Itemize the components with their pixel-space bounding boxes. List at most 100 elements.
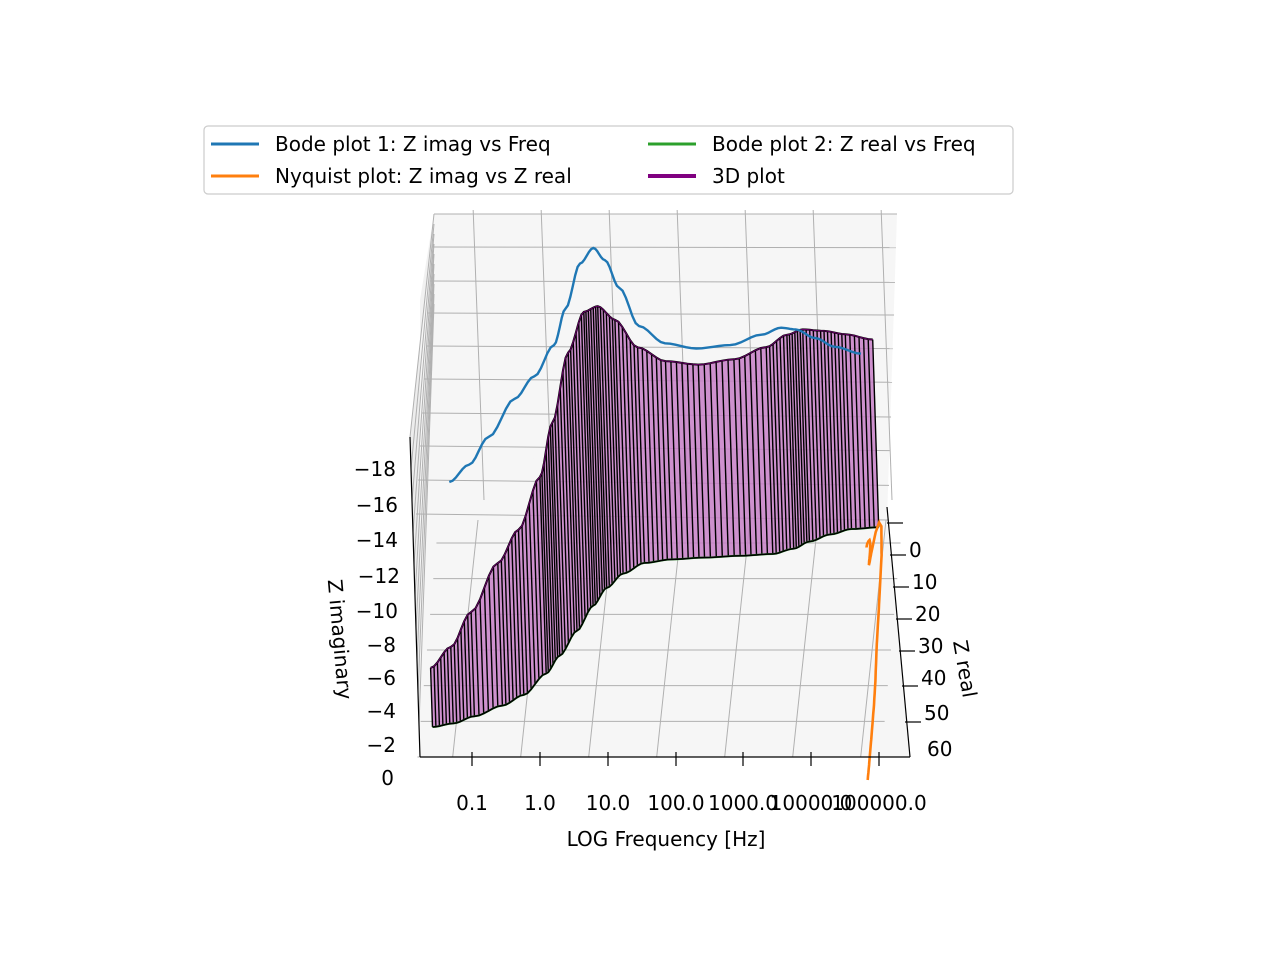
surface-hatch [641,348,650,563]
y-tick-label: 40 [921,666,946,690]
y-tick-label: 50 [924,701,949,725]
surface-hatch [433,666,437,727]
surface-hatch [514,532,521,696]
x-tick-label: 10000.0 [770,791,853,815]
surface-hatch [837,333,846,531]
y-tick-label: 20 [915,602,940,626]
surface-hatch [646,350,655,563]
surface-hatch [580,314,592,608]
surface-hatch [611,318,622,575]
surface-hatch [585,311,596,605]
surface-hatch [532,490,540,680]
surface-hatch [636,347,646,563]
z-axis-title: Z imaginary [323,578,357,700]
surface-hatch [590,308,601,597]
grid-floor-v [792,519,819,758]
surface-hatch [569,349,581,629]
surface-hatch [446,648,451,724]
grid-side [417,293,435,694]
z-tick-label: −4 [367,699,396,723]
grid-side [409,213,435,438]
surface-hatch [749,353,758,555]
surface-hatch [559,387,570,644]
surface-hatch [727,359,735,556]
surface-hatch [543,462,552,669]
surface-hatch [488,575,494,709]
surface-hatch [715,361,723,557]
surface-hatch [614,319,624,574]
surface-hatch [858,336,866,529]
y-tick-label: 60 [927,737,952,761]
surface-hatch [556,404,566,650]
surface-hatch [754,350,763,555]
surface-hatch [772,343,781,553]
grid-back-h [429,280,895,283]
z-tick-label: −12 [358,564,400,588]
grid-floor-v [724,519,751,758]
surface-hatch [823,330,832,535]
surface-hatch [744,356,752,556]
z-tick-label: −14 [356,528,398,552]
grid-back-h [428,312,895,316]
surface-hatch [844,334,853,530]
legend: Bode plot 1: Z imag vs Freq Nyquist plot… [203,125,1014,195]
surface-hatch [779,337,788,551]
surface-3d [429,306,880,728]
surface-hatch [602,309,613,585]
surface-hatch [819,330,828,535]
series-line-bode-imag [448,246,862,484]
surface-hatch [738,358,747,556]
grid-side [416,283,435,662]
surface-hatch [597,306,608,588]
surface-hatch [826,331,835,535]
legend-label-3d: 3D plot [712,164,785,188]
surface-hatch [500,560,507,705]
legend-label-bode-real: Bode plot 2: Z real vs Freq [712,132,976,156]
grid-back-v [472,209,485,501]
surface-hatch [450,646,454,724]
surface-hatch [721,360,729,557]
surface-lower-edge [432,526,879,728]
y-tick-label: 0 [909,538,922,562]
x-tick-label: 1.0 [524,791,556,815]
x-tick-label: 10.0 [586,791,631,815]
surface-hatch [703,364,712,558]
surface-hatch [545,449,554,665]
surface-hatch [460,629,465,720]
surface-hatch [599,307,610,587]
surface-hatch [539,476,547,674]
surface-hatch [440,657,444,726]
surface-hatch [605,312,616,581]
surface-hatch [583,311,594,606]
surface-hatch [443,652,448,725]
surface-hatch [768,346,777,554]
z-tick-label: −8 [367,633,396,657]
surface-hatch [760,347,769,555]
surface-hatch [479,599,485,714]
surface-hatch [788,334,797,549]
surface-fill [430,306,879,727]
surface-hatch [467,614,472,717]
surface-hatch [675,361,684,559]
surface-hatch [608,316,619,578]
grid-side [415,273,435,630]
grid-back-v [880,209,893,501]
surface-hatch [528,503,536,685]
surface-hatch [809,329,818,540]
surface-hatch [686,363,695,559]
surface-hatch [575,332,586,619]
surface-hatch [617,321,628,573]
surface-hatch [474,608,480,716]
surface-hatch [867,339,875,528]
surface-hatch [517,529,525,695]
z-tick-label: 0 [381,766,394,790]
surface-hatch [650,354,659,562]
surface-hatch [625,333,635,569]
surface-hatch [775,340,784,552]
surface-hatch [692,364,700,558]
surface-hatch [853,335,862,529]
surface-hatch [524,515,532,690]
surface-hatch [629,340,639,566]
